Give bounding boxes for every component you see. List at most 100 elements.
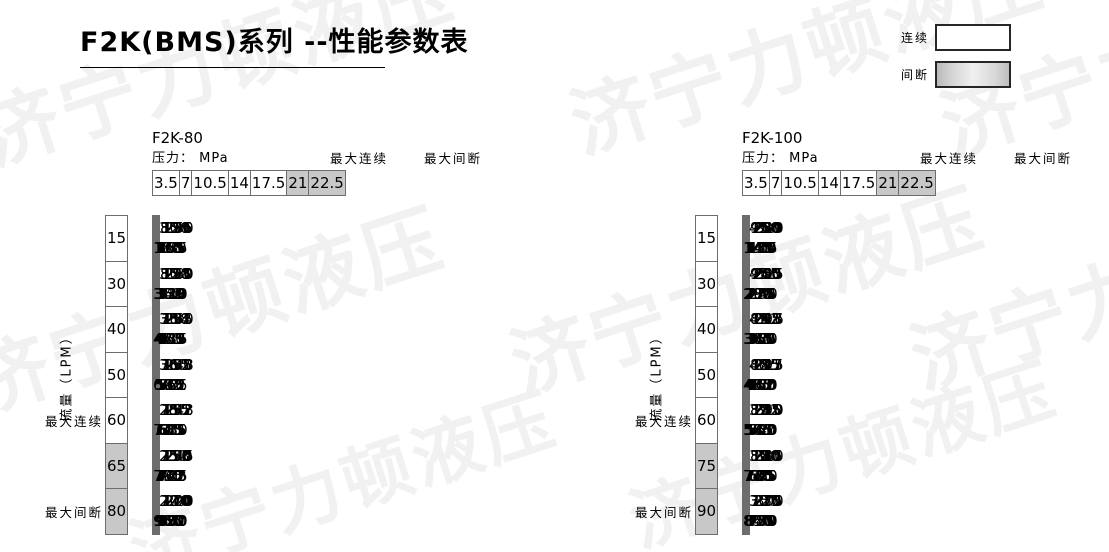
cell-torque-value: 245 xyxy=(165,446,194,465)
flow-label-cell: 80 xyxy=(104,488,129,535)
pressure-unit-label: 压力： MPa xyxy=(152,151,229,166)
legend-swatch-intermittent xyxy=(935,61,1011,88)
pressure-header-cell: 10.5 xyxy=(781,170,819,196)
data-cell: 245 705 xyxy=(158,442,194,489)
pressure-header-cell: 21 xyxy=(876,170,900,196)
data-cell: 250 415 xyxy=(158,306,194,353)
pressure-header-cell: 14 xyxy=(227,170,251,196)
cell-torque-value: 316 xyxy=(755,310,784,328)
pressure-header-row: 3.5 7 10.5 14 17.5 21 22.5 xyxy=(742,170,936,196)
pressure-header-cell: 17.5 xyxy=(839,170,878,196)
flow-label-row: 65 xyxy=(104,442,129,489)
cell-speed-value: 145 xyxy=(159,239,188,257)
table-row: 49 145 95 145 150 140 200 135 250 130 289 120 310 105 xyxy=(742,215,784,262)
cell-speed-value: 415 xyxy=(159,330,188,348)
table-row: 30 602 76 595 115 585 152 570 195 562 230 551 248 525 xyxy=(152,351,194,398)
page-title: F2K(BMS)系列 --性能参数表 xyxy=(80,27,469,58)
flow-label-row: 30 xyxy=(694,260,719,307)
flow-label-row: 15 xyxy=(694,215,719,262)
pressure-header-cell: 22.5 xyxy=(308,170,346,196)
data-cell: 300 750 xyxy=(748,488,784,535)
flow-label-row: 40 xyxy=(694,306,719,353)
legend: 连续 间断 xyxy=(885,24,1011,98)
flow-label-cell: 50 xyxy=(104,351,129,398)
cell-torque-value: 250 xyxy=(165,219,194,237)
row-annotation-label: 最大间断 xyxy=(634,505,693,520)
pressure-header-cell: 7 xyxy=(768,170,783,196)
table-row: 28 725 75 713 115 705 155 683 192 675 232 665 248 630 xyxy=(152,397,194,444)
legend-item-intermittent: 间断 xyxy=(885,61,1011,88)
data-cell: 316 320 xyxy=(748,306,784,353)
pressure-header-cell: 17.5 xyxy=(249,170,288,196)
data-cell: 310 650 xyxy=(748,442,784,489)
cell-speed-value: 105 xyxy=(749,239,778,257)
cell-torque-value: 260 xyxy=(165,264,194,283)
flow-label-cell: 60 xyxy=(694,397,719,444)
cell-speed-value: 310 xyxy=(159,284,188,303)
cell-speed-value: 830 xyxy=(159,512,188,530)
pressure-header-cell: 7 xyxy=(178,170,193,196)
flow-label-row: 30 xyxy=(104,260,129,307)
flow-label-column: 15 30 40 50 60 75 90 xyxy=(694,215,719,535)
data-cell: 310 520 xyxy=(748,397,784,444)
max-continuous-header-label: 最大连续 xyxy=(330,151,389,166)
flow-label-cell: 30 xyxy=(104,260,129,307)
pressure-header-cell: 3.5 xyxy=(742,170,770,196)
flow-label-row: 60 xyxy=(694,397,719,444)
table-row: 35 740 80 735 130 720 180 705 240 695 285 675 310 650 xyxy=(742,442,784,489)
max-intermittent-header-label: 最大间断 xyxy=(1014,151,1073,166)
pressure-header-row: 3.5 7 10.5 14 17.5 21 22.5 xyxy=(152,170,346,196)
cell-torque-value: 315 xyxy=(755,355,784,374)
cell-speed-value: 525 xyxy=(159,375,188,394)
cell-speed-value: 630 xyxy=(159,421,188,439)
flow-label-cell: 15 xyxy=(694,215,719,262)
cell-torque-value: 248 xyxy=(165,401,194,419)
flow-label-row: 60 xyxy=(104,397,129,444)
row-annotations: 最大连续 最大间断 xyxy=(0,215,103,535)
table-row: 35 180 80 175 120 168 159 165 196 155 236 150 250 145 xyxy=(152,215,194,262)
cell-torque-value: 310 xyxy=(755,446,784,465)
data-cell: 250 145 xyxy=(158,215,194,262)
flow-label-cell: 50 xyxy=(694,351,719,398)
table-model-label: F2K-100 xyxy=(742,129,803,147)
flow-label-row: 15 xyxy=(104,215,129,262)
cell-speed-value: 750 xyxy=(749,512,778,530)
table-row: 40 485 85 483 135 472 195 462 247 450 293 430 315 420 xyxy=(742,351,784,398)
flow-label-row: 75 xyxy=(694,442,719,489)
cell-torque-value: 315 xyxy=(755,264,784,283)
flow-label-cell: 40 xyxy=(104,306,129,353)
flow-label-cell: 40 xyxy=(694,306,719,353)
flow-label-cell: 90 xyxy=(694,488,719,535)
cell-speed-value: 705 xyxy=(159,466,188,485)
legend-label-intermittent: 间断 xyxy=(900,68,929,82)
flow-label-row: 50 xyxy=(694,351,719,398)
flow-label-row: 40 xyxy=(104,306,129,353)
table-row: 35 483 78 473 118 465 154 450 192 443 235 435 250 415 xyxy=(152,306,194,353)
cell-torque-value: 250 xyxy=(165,310,194,328)
pressure-header-cell: 10.5 xyxy=(191,170,229,196)
max-intermittent-header-label: 最大间断 xyxy=(424,151,483,166)
flow-label-cell: 15 xyxy=(104,215,129,262)
row-annotations: 最大连续 最大间断 xyxy=(598,215,693,535)
title-underline xyxy=(80,67,385,68)
flow-label-cell: 60 xyxy=(104,397,129,444)
page-title-block: F2K(BMS)系列 --性能参数表 xyxy=(80,20,469,68)
cell-torque-value: 300 xyxy=(755,492,784,510)
data-cell: 260 310 xyxy=(158,260,194,307)
max-continuous-header-label: 最大连续 xyxy=(920,151,979,166)
pressure-header-cell: 14 xyxy=(817,170,841,196)
row-annotation-label: 最大连续 xyxy=(634,414,693,429)
cell-torque-value: 310 xyxy=(755,401,784,419)
row-annotation-label: 最大间断 xyxy=(44,505,103,520)
flow-label-cell: 75 xyxy=(694,442,719,489)
data-cell: 315 240 xyxy=(748,260,784,307)
flow-label-row: 90 xyxy=(694,488,719,535)
row-annotation-label: 最大连续 xyxy=(44,414,103,429)
flow-label-cell: 30 xyxy=(694,260,719,307)
cell-speed-value: 320 xyxy=(749,330,778,348)
pressure-header-cell: 21 xyxy=(286,170,310,196)
legend-label-continuous: 连续 xyxy=(900,31,929,45)
cell-torque-value: 310 xyxy=(755,219,784,237)
table-row: 43 385 89 385 142 375 195 360 248 350 293 335 316 320 xyxy=(742,306,784,353)
